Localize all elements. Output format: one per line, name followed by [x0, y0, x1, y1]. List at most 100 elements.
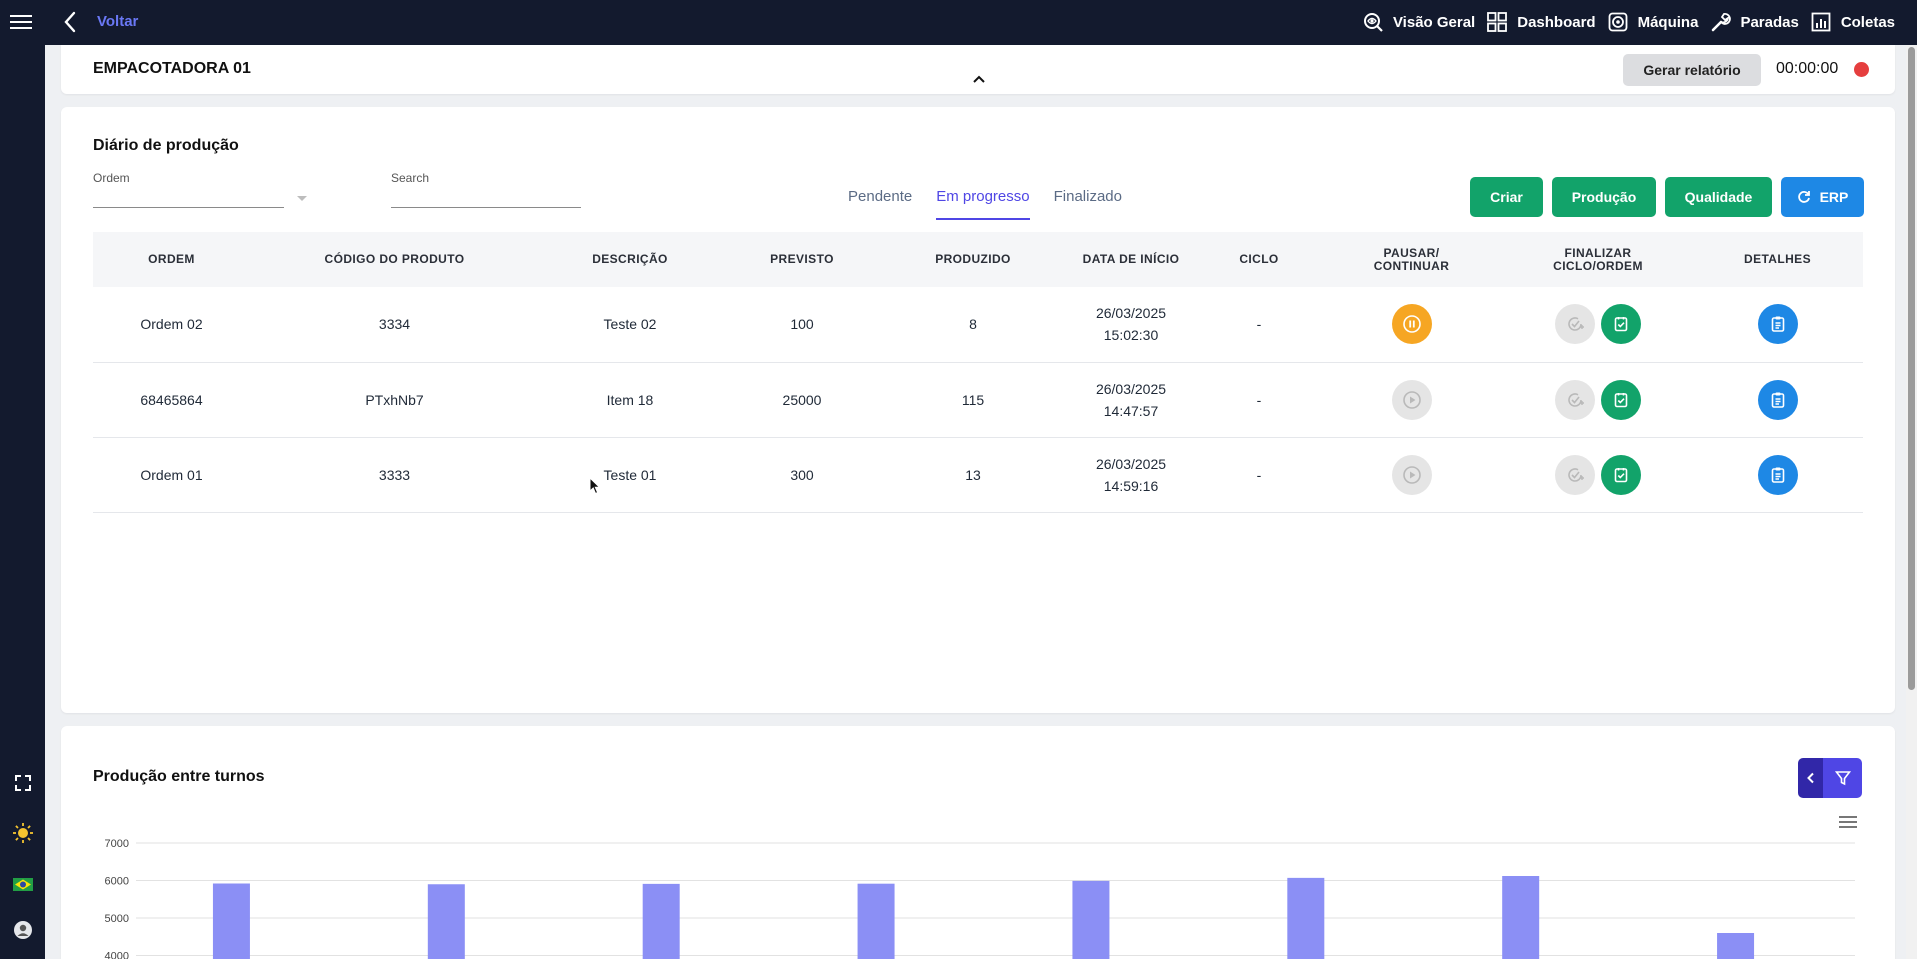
- finish-order-button[interactable]: [1601, 379, 1641, 420]
- cell-planned: 300: [721, 437, 883, 513]
- recording-status-dot: [1854, 62, 1869, 77]
- quality-button[interactable]: Qualidade: [1665, 177, 1772, 217]
- finish-order-icon: [1614, 392, 1628, 407]
- shift-production-chart: 7000 6000 5000 4000: [105, 838, 1855, 959]
- nav-label: Coletas: [1840, 13, 1895, 31]
- play-icon: [1402, 390, 1421, 409]
- nav-paradas[interactable]: Paradas: [1709, 11, 1799, 33]
- cell-pause-continue: [1319, 437, 1504, 513]
- pause-icon: [1402, 315, 1421, 334]
- diary-action-buttons: Criar Produção Qualidade ERP: [1470, 177, 1864, 217]
- production-button[interactable]: Produção: [1552, 177, 1656, 217]
- chevron-left-icon: [1806, 772, 1814, 784]
- status-tabs: Pendente Em progresso Finalizado: [848, 186, 1146, 220]
- nav-label: Máquina: [1637, 13, 1699, 31]
- chart-bar: [427, 884, 465, 959]
- page-scrollbar[interactable]: [1906, 45, 1917, 959]
- details-button[interactable]: [1757, 304, 1798, 345]
- start-date: 26/03/2025: [1095, 380, 1167, 397]
- col-start-date: DATA DE INÍCIO: [1063, 232, 1199, 287]
- sun-theme-icon[interactable]: [12, 822, 34, 844]
- fullscreen-icon[interactable]: [12, 772, 34, 794]
- dashboard-grid-icon: [1487, 12, 1508, 32]
- back-link[interactable]: Voltar: [97, 13, 139, 30]
- nav-dashboard[interactable]: Dashboard: [1486, 11, 1596, 33]
- erp-sync-button[interactable]: ERP: [1781, 177, 1864, 217]
- cell-cycle: -: [1199, 287, 1319, 363]
- dropdown-caret-icon: [297, 196, 307, 201]
- generate-report-button[interactable]: Gerar relatório: [1623, 54, 1761, 86]
- nav-visao-geral[interactable]: Visão Geral: [1362, 11, 1475, 33]
- create-button[interactable]: Criar: [1470, 177, 1543, 217]
- tab-finalizado[interactable]: Finalizado: [1053, 188, 1122, 205]
- col-produced: PRODUZIDO: [883, 232, 1063, 287]
- left-sidebar: [0, 45, 45, 959]
- cell-product-code: 3334: [250, 287, 539, 363]
- collapse-filter-button[interactable]: [1798, 758, 1823, 798]
- continue-button[interactable]: [1391, 454, 1432, 495]
- col-pause-continue: PAUSAR/CONTINUAR: [1319, 232, 1504, 287]
- order-select-underline: [93, 207, 284, 208]
- col-description: DESCRIÇÃO: [539, 232, 721, 287]
- cell-start-date: 26/03/2025 14:47:57: [1063, 362, 1199, 438]
- chart-bar: [1072, 880, 1110, 959]
- mouse-cursor-icon: [589, 477, 601, 495]
- finish-cycle-icon: [1568, 317, 1584, 332]
- brazil-flag-icon[interactable]: [12, 873, 34, 895]
- chart-controls: [1798, 758, 1862, 798]
- filter-button[interactable]: [1823, 758, 1862, 798]
- y-tick-label: 4000: [105, 951, 129, 959]
- cell-finish: [1504, 437, 1692, 513]
- scrollbar-thumb[interactable]: [1908, 47, 1915, 690]
- table-row: Ordem 01 3333 Teste 01 300 13 26/03/2025 14:59…: [93, 437, 1863, 513]
- order-select[interactable]: Ordem: [93, 171, 307, 211]
- chart-bar: [1717, 933, 1755, 959]
- finish-cycle-button[interactable]: [1555, 454, 1595, 495]
- y-tick-label: 6000: [105, 876, 129, 888]
- finish-cycle-button[interactable]: [1555, 379, 1595, 420]
- finish-order-icon: [1614, 467, 1628, 482]
- overview-icon: [1363, 13, 1383, 32]
- collapse-chevron-up-icon[interactable]: [972, 73, 986, 85]
- col-finish-line2: CICLO/ORDEM: [1553, 258, 1643, 273]
- orders-table: ORDEM CÓDIGO DO PRODUTO DESCRIÇÃO PREVIS…: [93, 232, 1863, 513]
- user-avatar-icon[interactable]: [12, 919, 34, 941]
- cell-order: Ordem 02: [93, 287, 250, 363]
- nav-maquina[interactable]: Máquina: [1607, 11, 1699, 33]
- chart-menu-icon[interactable]: [1839, 816, 1857, 830]
- details-button[interactable]: [1757, 454, 1798, 495]
- cell-product-code: PTxhNb7: [250, 362, 539, 438]
- cell-cycle: -: [1199, 362, 1319, 438]
- col-finish-line1: FINALIZAR: [1564, 245, 1632, 260]
- col-planned: PREVISTO: [721, 232, 883, 287]
- finish-order-button[interactable]: [1601, 454, 1641, 495]
- start-date: 26/03/2025: [1095, 305, 1167, 322]
- tab-em-progresso[interactable]: Em progresso: [936, 186, 1030, 220]
- col-order: ORDEM: [93, 232, 250, 287]
- shift-production-card: Produção entre turnos 7000 6000 5000 4000: [61, 726, 1895, 959]
- nav-coletas[interactable]: Coletas: [1810, 11, 1895, 33]
- elapsed-timer: 00:00:00: [1776, 60, 1839, 77]
- finish-cycle-button[interactable]: [1555, 304, 1595, 345]
- cell-order: 68465864: [93, 362, 250, 438]
- continue-button[interactable]: [1391, 379, 1432, 420]
- col-pause-line1: PAUSAR/: [1383, 245, 1440, 260]
- tab-pendente[interactable]: Pendente: [848, 188, 913, 205]
- cell-description: Teste 01: [539, 437, 721, 513]
- search-input[interactable]: [391, 187, 581, 207]
- back-chevron-icon[interactable]: [62, 10, 78, 34]
- finish-order-icon: [1614, 317, 1628, 332]
- nav-label: Dashboard: [1517, 13, 1596, 31]
- cell-description: Teste 02: [539, 287, 721, 363]
- col-product-code: CÓDIGO DO PRODUTO: [250, 232, 539, 287]
- chart-bar: [1502, 876, 1540, 959]
- chart-bar: [1287, 877, 1325, 959]
- machine-header-card: EMPACOTADORA 01 Gerar relatório 00:00:00: [61, 45, 1895, 94]
- details-button[interactable]: [1757, 379, 1798, 420]
- production-diary-card: Diário de produção Ordem Search Pendente…: [61, 107, 1895, 713]
- hamburger-menu-icon[interactable]: [10, 12, 32, 32]
- pause-button[interactable]: [1391, 304, 1432, 345]
- order-select-label: Ordem: [93, 171, 130, 185]
- finish-order-button[interactable]: [1601, 304, 1641, 345]
- cell-produced: 115: [883, 362, 1063, 438]
